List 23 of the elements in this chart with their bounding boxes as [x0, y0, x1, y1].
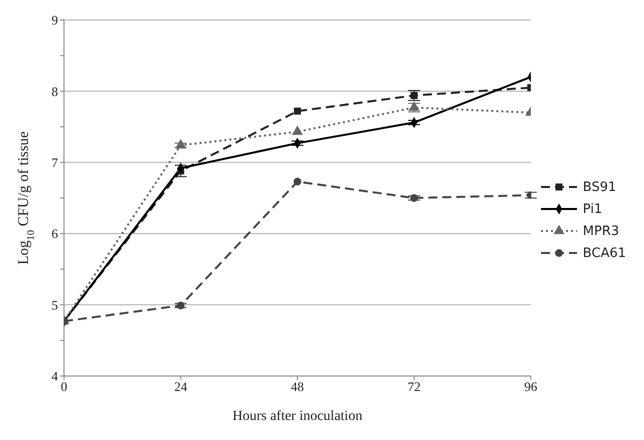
legend-label: MPR3 [582, 224, 620, 238]
point [176, 302, 185, 310]
y-tick-label: 9 [52, 12, 58, 28]
point [292, 126, 302, 135]
x-axis-title: Hours after inoculation [232, 409, 362, 424]
y-tick-label: 7 [52, 155, 58, 170]
point [410, 194, 418, 202]
x-tick-label: 72 [408, 379, 421, 394]
x-tick-label: 0 [60, 379, 68, 394]
y-tick-label: 8 [52, 84, 58, 99]
y-tick-label: 5 [52, 297, 58, 312]
y-tick-label: 6 [52, 226, 58, 242]
x-tick-label: 24 [174, 379, 188, 394]
y-tick-label: 4 [52, 368, 58, 384]
point [294, 108, 301, 115]
x-tick-label: 96 [524, 379, 538, 394]
legend-label: BCA61 [582, 246, 626, 260]
point [294, 178, 302, 186]
point [410, 92, 418, 99]
x-tick-label: 48 [290, 379, 304, 394]
legend-label: Pi1 [582, 202, 602, 216]
point [176, 140, 186, 148]
legend-label: BS91 [582, 180, 616, 194]
